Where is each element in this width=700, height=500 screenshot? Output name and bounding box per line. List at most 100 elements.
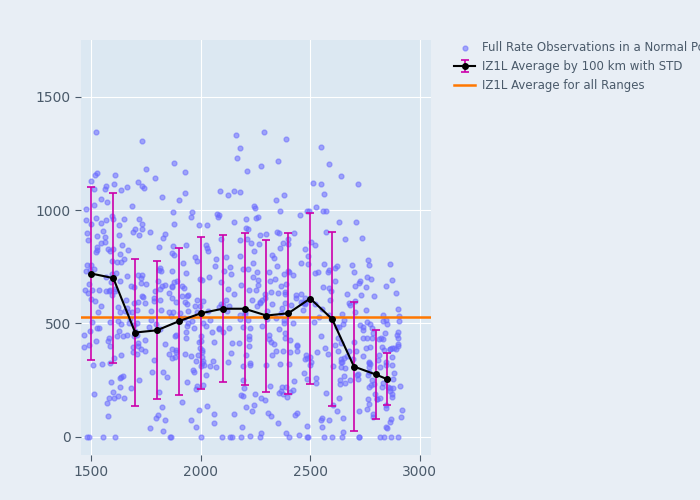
- Full Rate Observations in a Normal Point: [244, 332, 255, 340]
- Full Rate Observations in a Normal Point: [387, 344, 398, 352]
- Full Rate Observations in a Normal Point: [223, 324, 235, 332]
- Full Rate Observations in a Normal Point: [118, 255, 130, 263]
- Full Rate Observations in a Normal Point: [181, 300, 192, 308]
- Full Rate Observations in a Normal Point: [367, 324, 378, 332]
- Full Rate Observations in a Normal Point: [214, 303, 225, 311]
- Full Rate Observations in a Normal Point: [196, 353, 207, 361]
- Full Rate Observations in a Normal Point: [220, 296, 232, 304]
- Full Rate Observations in a Normal Point: [375, 334, 386, 342]
- Full Rate Observations in a Normal Point: [290, 294, 302, 302]
- Full Rate Observations in a Normal Point: [234, 315, 245, 323]
- Full Rate Observations in a Normal Point: [300, 354, 311, 362]
- Full Rate Observations in a Normal Point: [85, 326, 96, 334]
- Full Rate Observations in a Normal Point: [335, 358, 346, 366]
- Full Rate Observations in a Normal Point: [208, 358, 219, 366]
- Full Rate Observations in a Normal Point: [338, 316, 349, 324]
- Full Rate Observations in a Normal Point: [179, 298, 190, 306]
- Full Rate Observations in a Normal Point: [224, 264, 235, 272]
- Full Rate Observations in a Normal Point: [234, 188, 246, 196]
- Full Rate Observations in a Normal Point: [380, 282, 391, 290]
- Full Rate Observations in a Normal Point: [107, 214, 118, 222]
- Full Rate Observations in a Normal Point: [256, 322, 267, 330]
- Full Rate Observations in a Normal Point: [357, 326, 368, 334]
- Full Rate Observations in a Normal Point: [279, 288, 290, 296]
- Full Rate Observations in a Normal Point: [309, 242, 320, 250]
- Full Rate Observations in a Normal Point: [285, 388, 296, 396]
- Full Rate Observations in a Normal Point: [103, 334, 114, 342]
- Full Rate Observations in a Normal Point: [239, 308, 251, 316]
- Full Rate Observations in a Normal Point: [94, 324, 105, 332]
- Full Rate Observations in a Normal Point: [247, 273, 258, 281]
- Full Rate Observations in a Normal Point: [363, 358, 374, 366]
- Full Rate Observations in a Normal Point: [389, 344, 400, 352]
- Full Rate Observations in a Normal Point: [384, 260, 395, 268]
- Full Rate Observations in a Normal Point: [167, 283, 178, 291]
- Full Rate Observations in a Normal Point: [139, 347, 150, 355]
- Full Rate Observations in a Normal Point: [98, 433, 109, 441]
- Full Rate Observations in a Normal Point: [260, 362, 272, 370]
- Full Rate Observations in a Normal Point: [214, 211, 225, 219]
- Full Rate Observations in a Normal Point: [104, 342, 116, 350]
- Full Rate Observations in a Normal Point: [182, 319, 193, 327]
- Full Rate Observations in a Normal Point: [235, 433, 246, 441]
- Full Rate Observations in a Normal Point: [279, 334, 290, 342]
- Full Rate Observations in a Normal Point: [325, 286, 336, 294]
- Full Rate Observations in a Normal Point: [90, 296, 101, 304]
- Full Rate Observations in a Normal Point: [155, 325, 166, 333]
- Full Rate Observations in a Normal Point: [132, 342, 144, 349]
- Full Rate Observations in a Normal Point: [101, 182, 112, 190]
- Full Rate Observations in a Normal Point: [274, 360, 286, 368]
- Full Rate Observations in a Normal Point: [276, 384, 287, 392]
- Full Rate Observations in a Normal Point: [158, 368, 169, 376]
- Full Rate Observations in a Normal Point: [374, 433, 385, 441]
- Full Rate Observations in a Normal Point: [206, 328, 217, 336]
- Full Rate Observations in a Normal Point: [286, 301, 297, 309]
- Full Rate Observations in a Normal Point: [340, 378, 351, 386]
- Full Rate Observations in a Normal Point: [353, 180, 364, 188]
- Full Rate Observations in a Normal Point: [107, 388, 118, 396]
- Full Rate Observations in a Normal Point: [200, 242, 211, 250]
- Full Rate Observations in a Normal Point: [113, 222, 125, 230]
- Full Rate Observations in a Normal Point: [268, 254, 279, 262]
- Full Rate Observations in a Normal Point: [114, 277, 125, 285]
- Full Rate Observations in a Normal Point: [255, 162, 266, 170]
- Full Rate Observations in a Normal Point: [92, 308, 103, 316]
- Full Rate Observations in a Normal Point: [360, 284, 372, 292]
- Full Rate Observations in a Normal Point: [201, 221, 212, 229]
- Full Rate Observations in a Normal Point: [216, 300, 227, 308]
- Full Rate Observations in a Normal Point: [136, 225, 148, 233]
- Full Rate Observations in a Normal Point: [215, 236, 226, 244]
- Full Rate Observations in a Normal Point: [131, 319, 142, 327]
- Full Rate Observations in a Normal Point: [136, 292, 148, 300]
- Full Rate Observations in a Normal Point: [391, 289, 402, 297]
- Full Rate Observations in a Normal Point: [113, 326, 125, 334]
- Full Rate Observations in a Normal Point: [192, 308, 203, 316]
- Full Rate Observations in a Normal Point: [104, 246, 116, 254]
- Full Rate Observations in a Normal Point: [266, 412, 277, 420]
- Full Rate Observations in a Normal Point: [167, 345, 178, 353]
- Full Rate Observations in a Normal Point: [349, 296, 360, 304]
- Full Rate Observations in a Normal Point: [312, 348, 323, 356]
- Full Rate Observations in a Normal Point: [168, 220, 179, 228]
- Full Rate Observations in a Normal Point: [181, 240, 192, 248]
- Full Rate Observations in a Normal Point: [282, 240, 293, 248]
- Full Rate Observations in a Normal Point: [129, 328, 140, 336]
- Full Rate Observations in a Normal Point: [83, 236, 94, 244]
- Full Rate Observations in a Normal Point: [89, 201, 100, 209]
- Full Rate Observations in a Normal Point: [315, 332, 326, 340]
- Full Rate Observations in a Normal Point: [331, 406, 342, 414]
- Full Rate Observations in a Normal Point: [234, 236, 246, 244]
- Full Rate Observations in a Normal Point: [267, 352, 278, 360]
- Full Rate Observations in a Normal Point: [255, 430, 266, 438]
- Full Rate Observations in a Normal Point: [120, 296, 132, 304]
- Full Rate Observations in a Normal Point: [237, 392, 248, 400]
- Full Rate Observations in a Normal Point: [195, 302, 206, 310]
- Full Rate Observations in a Normal Point: [115, 374, 126, 382]
- Full Rate Observations in a Normal Point: [169, 353, 181, 361]
- Full Rate Observations in a Normal Point: [281, 280, 292, 287]
- Full Rate Observations in a Normal Point: [388, 384, 399, 392]
- Full Rate Observations in a Normal Point: [211, 255, 222, 263]
- Full Rate Observations in a Normal Point: [351, 370, 363, 378]
- Full Rate Observations in a Normal Point: [321, 207, 332, 215]
- Full Rate Observations in a Normal Point: [284, 360, 295, 368]
